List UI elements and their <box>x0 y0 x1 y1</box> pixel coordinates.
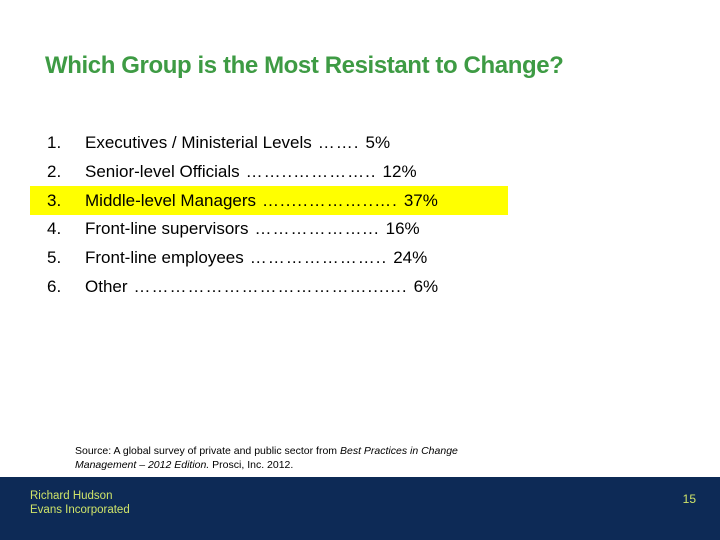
list-item-label: Executives / Ministerial Levels <box>85 133 312 153</box>
dot-leader: ……. <box>317 133 360 153</box>
footer-bar: Richard Hudson Evans Incorporated 15 <box>0 477 720 540</box>
list-item-number: 4. <box>47 219 62 239</box>
dot-leader: ….....………..…. <box>262 190 398 210</box>
resistance-list: 1. Executives / Ministerial Levels ……. 5… <box>30 129 508 301</box>
dot-leader: ……..………….. <box>245 162 377 182</box>
list-item-label: Senior-level Officials <box>85 162 240 182</box>
dot-leader: ………………... <box>254 219 380 239</box>
list-item-label: Front-line supervisors <box>85 219 249 239</box>
footer-author-name: Richard Hudson <box>30 490 113 502</box>
list-item-percentage: 5% <box>365 133 391 153</box>
list-item-percentage: 6% <box>413 276 439 296</box>
footer-company-name: Evans Incorporated <box>30 504 130 516</box>
source-citation: Source: A global survey of private and p… <box>75 444 475 472</box>
list-item: 4. Front-line supervisors ………………... 16% <box>30 215 508 244</box>
list-item: 5. Front-line employees ………………….. 24% <box>30 244 508 273</box>
list-item-label: Other <box>85 276 128 296</box>
source-citation-book-title: Best Practices in Change Management – 20… <box>75 445 458 471</box>
slide-title: Which Group is the Most Resistant to Cha… <box>45 52 564 79</box>
list-item-label: Front-line employees <box>85 248 244 268</box>
list-item: 2. Senior-level Officials ……..………….. 12% <box>30 158 508 187</box>
dot-leader: …………………………………....... <box>133 276 408 296</box>
list-item-percentage: 24% <box>393 248 428 268</box>
list-item-percentage: 37% <box>403 190 438 210</box>
dot-leader: ………………….. <box>249 248 388 268</box>
list-item: 1. Executives / Ministerial Levels ……. 5… <box>30 129 508 158</box>
source-citation-suffix: Prosci, Inc. 2012. <box>209 459 294 471</box>
footer-author: Richard Hudson Evans Incorporated <box>30 489 130 517</box>
list-item: 6. Other …………………………………....... 6% <box>30 272 508 301</box>
page-number: 15 <box>682 492 696 506</box>
list-item-label: Middle-level Managers <box>85 190 257 210</box>
list-item-percentage: 16% <box>385 219 420 239</box>
list-item-number: 5. <box>47 248 62 268</box>
list-item-number: 6. <box>47 276 62 296</box>
list-item-highlighted: 3. Middle-level Managers ….....………..…. 3… <box>30 186 508 216</box>
list-item-number: 1. <box>47 133 62 153</box>
list-item-percentage: 12% <box>382 162 417 182</box>
source-citation-prefix: Source: A global survey of private and p… <box>75 445 340 457</box>
list-item-number: 2. <box>47 162 62 182</box>
list-item-number: 3. <box>47 190 62 210</box>
